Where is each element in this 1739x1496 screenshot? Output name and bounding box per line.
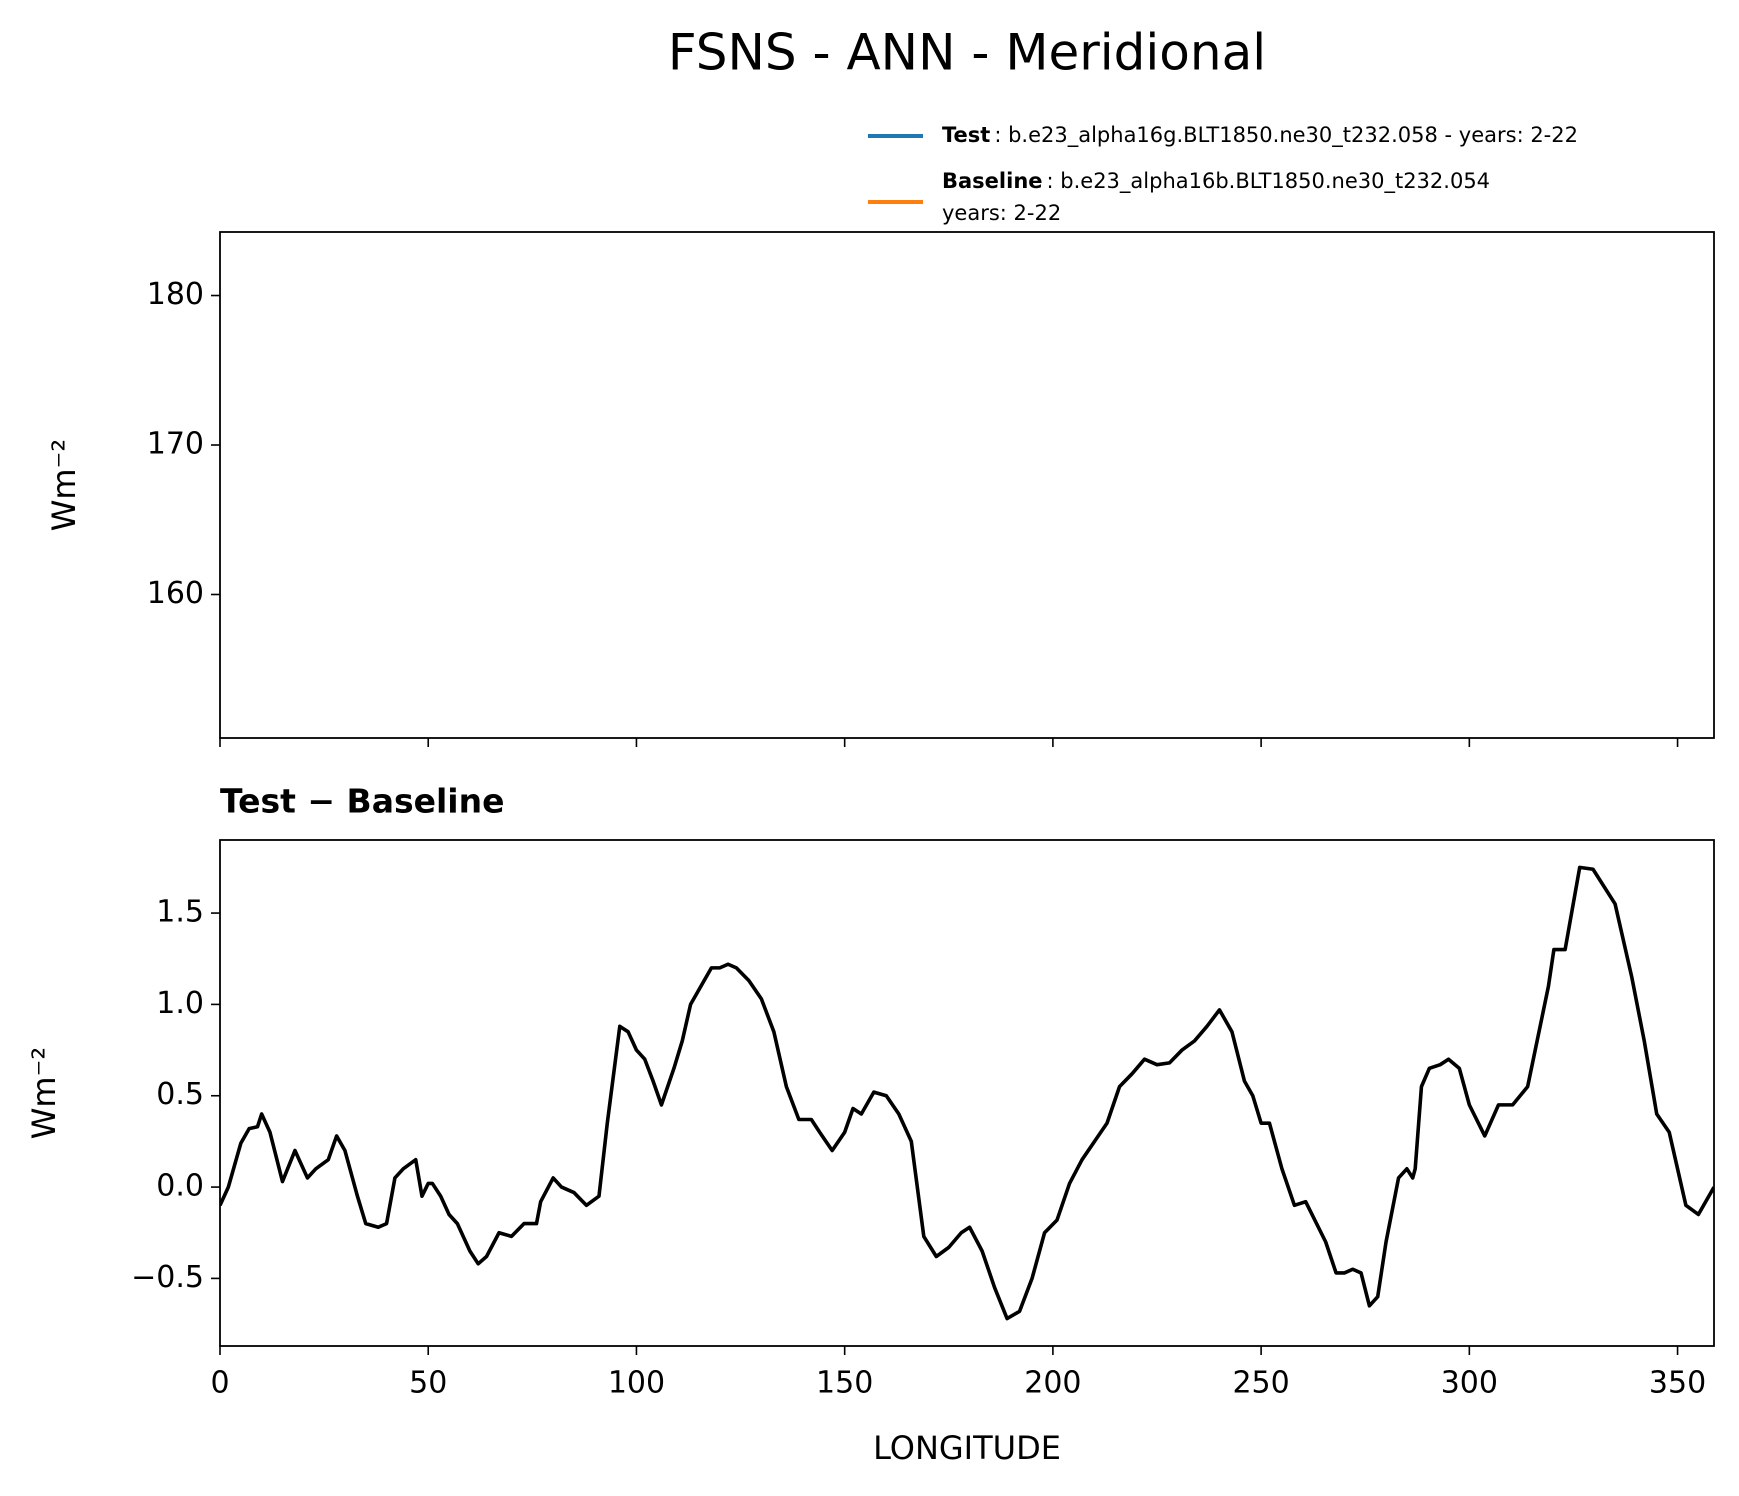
axes-frame xyxy=(219,839,1715,1347)
y-tick-label: −0.5 xyxy=(131,1260,204,1295)
axes-frame xyxy=(219,231,1715,739)
y-tick-label: 170 xyxy=(147,427,204,462)
subplot-title: Test − Baseline xyxy=(220,782,505,821)
data-line xyxy=(220,258,1714,708)
x-tick-label: 150 xyxy=(816,1366,873,1401)
x-tick-label: 0 xyxy=(210,1366,229,1401)
x-tick-label: 50 xyxy=(409,1366,447,1401)
y-tick-label: 180 xyxy=(147,277,204,312)
y-tick-label: 1.5 xyxy=(156,895,204,930)
y-tick-label: 160 xyxy=(147,576,204,611)
x-tick-label: 300 xyxy=(1441,1366,1498,1401)
legend-description: years: 2-22 xyxy=(942,201,1061,225)
x-tick-label: 200 xyxy=(1024,1366,1081,1401)
legend-description: : b.e23_alpha16b.BLT1850.ne30_t232.054 xyxy=(1047,169,1491,194)
y-tick-label: 0.0 xyxy=(156,1169,204,1204)
legend-description: : b.e23_alpha16g.BLT1850.ne30_t232.058 -… xyxy=(994,123,1578,148)
chart-title: FSNS - ANN - Meridional xyxy=(668,24,1266,82)
data-line xyxy=(220,865,1714,1321)
y-tick-label: 1.0 xyxy=(156,986,204,1021)
y-axis-label: Wm⁻² xyxy=(45,439,83,532)
legend-label: Test xyxy=(942,123,990,147)
x-tick-label: 100 xyxy=(608,1366,665,1401)
legend-label: Baseline xyxy=(942,169,1043,193)
y-axis-label: Wm⁻² xyxy=(25,1047,63,1140)
x-tick-label: 350 xyxy=(1649,1366,1706,1401)
data-line xyxy=(220,266,1714,714)
plot-area xyxy=(220,258,1714,1321)
y-tick-label: 0.5 xyxy=(156,1077,204,1112)
x-axis-label: LONGITUDE xyxy=(873,1429,1061,1467)
x-tick-label: 250 xyxy=(1232,1366,1289,1401)
